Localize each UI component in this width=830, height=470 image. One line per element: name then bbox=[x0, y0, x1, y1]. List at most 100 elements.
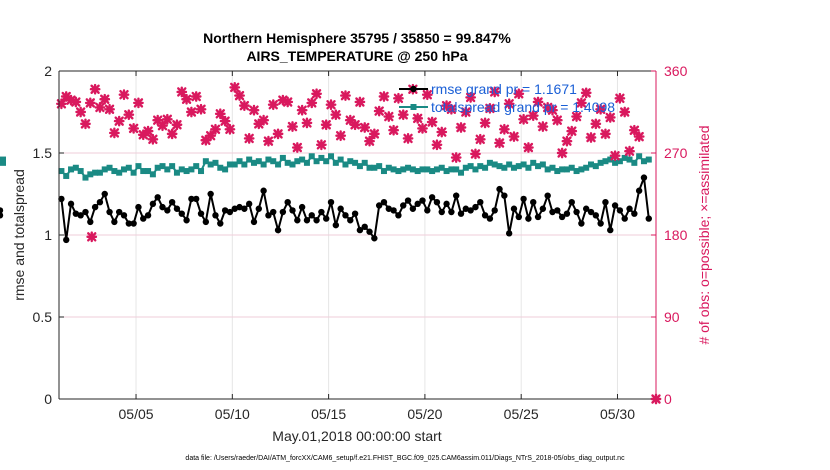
data-point bbox=[568, 199, 575, 206]
data-point bbox=[510, 205, 518, 212]
data-point bbox=[578, 220, 585, 227]
data-point bbox=[556, 147, 568, 159]
data-point bbox=[287, 121, 298, 132]
data-point bbox=[245, 200, 253, 208]
data-point bbox=[472, 203, 479, 211]
data-point bbox=[147, 133, 159, 145]
series-0 bbox=[0, 174, 652, 244]
data-point bbox=[299, 156, 306, 163]
data-point bbox=[523, 142, 534, 153]
data-point bbox=[120, 212, 128, 219]
data-point bbox=[94, 102, 106, 113]
data-point bbox=[395, 212, 402, 219]
data-point bbox=[611, 202, 619, 209]
data-point bbox=[294, 158, 301, 165]
data-point bbox=[378, 91, 390, 102]
data-point bbox=[438, 164, 445, 171]
data-point bbox=[72, 164, 79, 171]
data-point bbox=[419, 197, 426, 204]
data-point bbox=[371, 164, 378, 171]
data-point bbox=[484, 102, 496, 114]
data-point bbox=[185, 106, 197, 118]
data-point bbox=[89, 83, 101, 95]
data-point bbox=[412, 112, 424, 124]
data-point bbox=[636, 153, 643, 160]
data-point bbox=[549, 164, 556, 171]
data-point bbox=[491, 161, 498, 168]
data-point bbox=[498, 123, 510, 135]
data-point bbox=[149, 171, 156, 178]
data-point bbox=[496, 185, 503, 193]
data-point bbox=[566, 125, 578, 137]
data-point bbox=[181, 93, 192, 105]
data-point bbox=[173, 205, 181, 212]
data-point bbox=[231, 161, 238, 168]
data-point bbox=[421, 89, 433, 101]
data-point bbox=[368, 128, 380, 140]
data-point bbox=[144, 212, 152, 219]
data-point bbox=[561, 135, 573, 147]
data-point bbox=[635, 187, 643, 194]
data-point bbox=[501, 164, 508, 171]
data-point bbox=[443, 200, 450, 208]
data-point bbox=[395, 168, 402, 175]
data-point bbox=[63, 236, 70, 244]
data-point bbox=[197, 210, 205, 217]
x-tick-label: 05/30 bbox=[600, 406, 635, 422]
data-point bbox=[361, 223, 368, 230]
data-point bbox=[140, 215, 147, 222]
data-point bbox=[390, 166, 397, 173]
series-2 bbox=[56, 81, 645, 163]
data-point bbox=[563, 166, 570, 173]
data-point bbox=[525, 215, 532, 222]
data-point bbox=[67, 200, 75, 208]
data-point bbox=[303, 159, 310, 166]
data-point bbox=[460, 106, 472, 118]
data-point bbox=[275, 161, 282, 168]
data-point bbox=[503, 98, 515, 110]
data-point bbox=[111, 168, 118, 175]
data-point bbox=[238, 100, 250, 112]
x-tick-label: 05/10 bbox=[215, 406, 250, 422]
data-point bbox=[176, 86, 188, 98]
data-point bbox=[178, 166, 185, 173]
data-point bbox=[587, 208, 595, 216]
data-point bbox=[217, 220, 224, 227]
data-point bbox=[592, 163, 599, 170]
data-point bbox=[159, 203, 166, 211]
data-point bbox=[631, 210, 638, 217]
data-point bbox=[537, 121, 549, 132]
data-point bbox=[595, 103, 607, 115]
data-point bbox=[501, 192, 508, 199]
data-point bbox=[482, 164, 489, 171]
data-point bbox=[361, 159, 368, 166]
data-point bbox=[56, 98, 67, 110]
data-point bbox=[241, 205, 248, 212]
x-tick-label: 05/15 bbox=[311, 406, 346, 422]
data-point bbox=[393, 92, 404, 104]
data-point bbox=[289, 161, 296, 168]
data-point bbox=[284, 159, 291, 166]
data-point bbox=[130, 169, 137, 176]
data-point bbox=[405, 164, 412, 171]
legend-spread-marker bbox=[410, 104, 417, 110]
data-point bbox=[465, 92, 477, 103]
data-point bbox=[428, 194, 436, 201]
data-point bbox=[212, 212, 219, 219]
data-point bbox=[171, 119, 183, 131]
data-point bbox=[453, 166, 460, 173]
data-point bbox=[414, 200, 421, 208]
data-point bbox=[221, 207, 229, 214]
data-point bbox=[373, 105, 385, 117]
data-point bbox=[364, 135, 375, 147]
data-point bbox=[347, 217, 354, 224]
data-point bbox=[246, 156, 253, 163]
data-point bbox=[272, 128, 284, 140]
data-point bbox=[506, 161, 513, 168]
data-point bbox=[486, 215, 494, 222]
data-point bbox=[226, 208, 234, 216]
data-point bbox=[311, 88, 322, 100]
data-point bbox=[75, 106, 87, 118]
data-point bbox=[142, 125, 154, 137]
data-point bbox=[330, 109, 342, 121]
